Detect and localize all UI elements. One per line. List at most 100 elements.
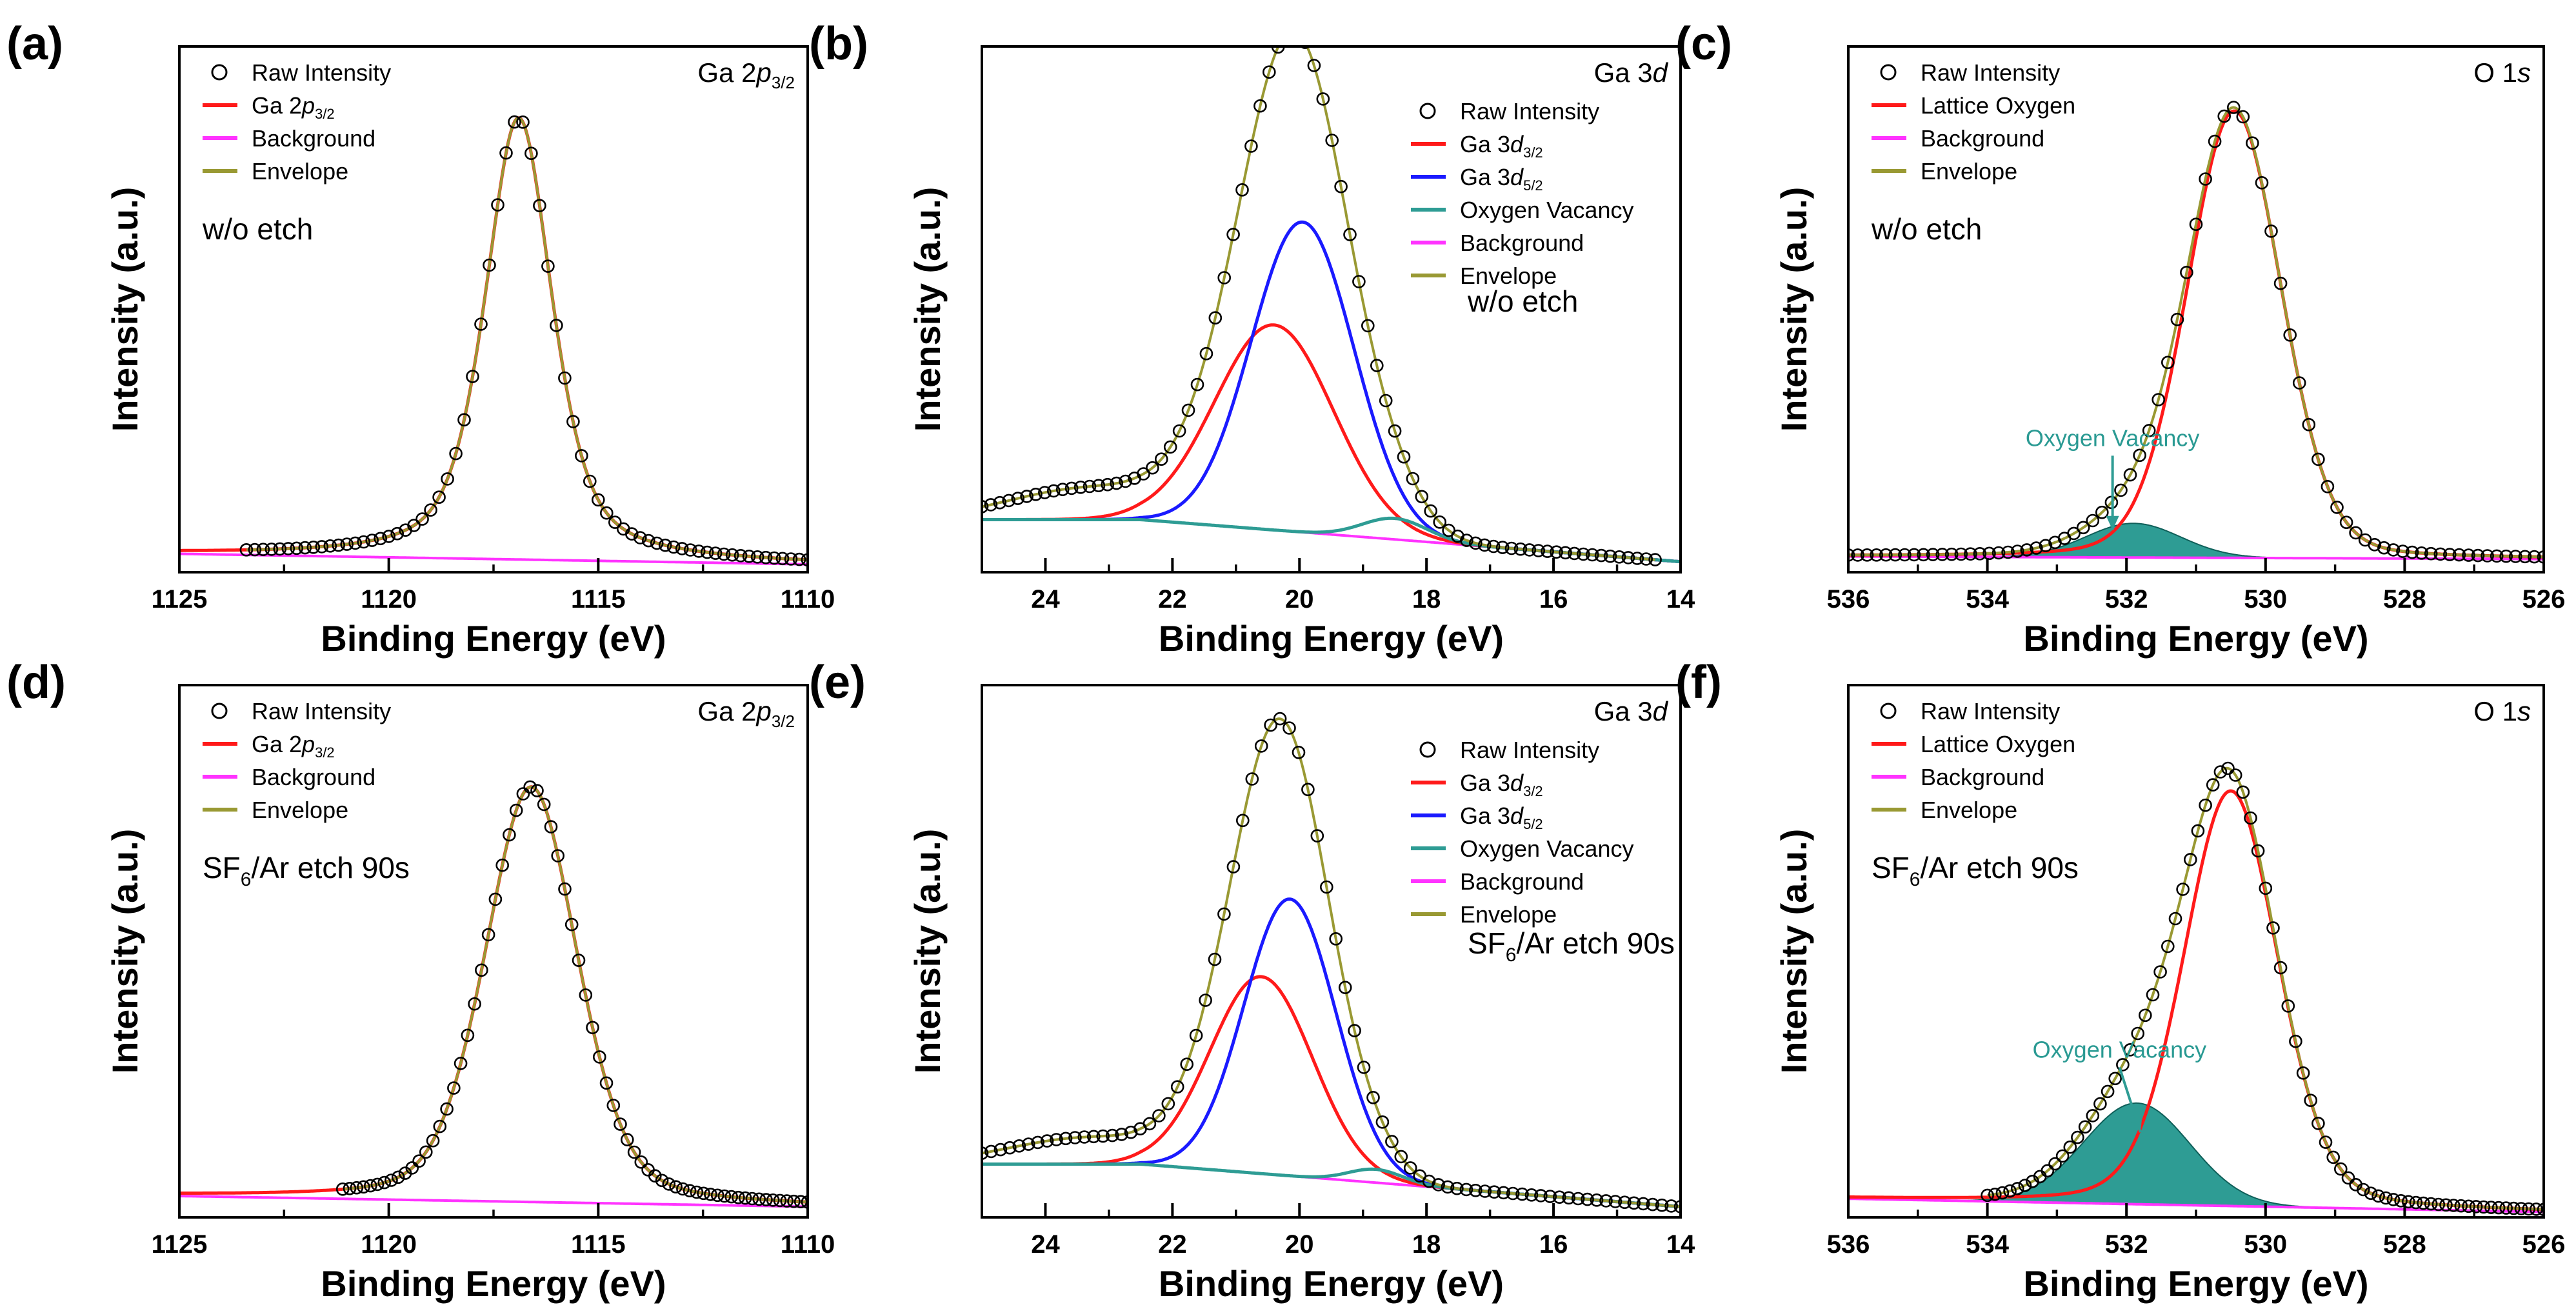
raw-intensity-point	[2490, 549, 2504, 563]
raw-intensity-point	[2055, 1149, 2070, 1163]
raw-intensity-point	[2446, 1199, 2461, 1212]
raw-intensity-point	[2208, 134, 2222, 148]
raw-intensity-point	[1562, 1191, 1575, 1205]
raw-intensity-point	[1011, 492, 1024, 505]
panel-b-condition-main: w/o etch	[1467, 284, 1578, 318]
raw-intensity-point	[566, 415, 580, 428]
panel-f-corner-main: O 1	[2473, 696, 2517, 726]
panel-f-condition-sub: 6	[1910, 869, 1921, 890]
raw-intensity-point	[2311, 1117, 2325, 1130]
raw-intensity-point	[1059, 1132, 1073, 1146]
raw-intensity-points	[982, 712, 1681, 1213]
raw-intensity-point	[1096, 1129, 1110, 1143]
raw-intensity-point	[2086, 514, 2100, 528]
raw-intensity-point	[1115, 1128, 1128, 1141]
raw-intensity-point	[1406, 472, 1420, 486]
raw-intensity-point	[1646, 1197, 1659, 1212]
legend-label: Background	[252, 125, 375, 152]
raw-intensity-point	[461, 1028, 475, 1043]
legend-label: Lattice Oxygen	[1921, 731, 2075, 757]
raw-intensity-point	[984, 498, 998, 512]
panel-d-tick-label: 1110	[781, 1230, 835, 1259]
panel-a-label: (a)	[6, 18, 63, 70]
raw-intensity-point	[1143, 1117, 1157, 1131]
raw-intensity-point	[572, 953, 586, 967]
raw-intensity-point	[2454, 1199, 2468, 1213]
raw-intensity-point	[2227, 101, 2241, 114]
legend-label-main: Raw Intensity	[1460, 737, 1599, 763]
panel-d-label: (d)	[6, 657, 66, 708]
raw-intensity-point	[1907, 548, 1921, 562]
component-peak-ga-3d3-2	[982, 975, 1681, 1208]
raw-intensity-point	[773, 1193, 787, 1208]
raw-intensity-point	[780, 1194, 794, 1208]
raw-intensity-point	[2180, 265, 2193, 279]
raw-intensity-point	[787, 1194, 801, 1208]
raw-intensity-point	[1226, 228, 1240, 241]
raw-intensity-point	[2071, 1130, 2084, 1144]
panel-e-tick-label: 24	[1031, 1230, 1060, 1259]
raw-intensity-point	[1618, 1195, 1632, 1209]
raw-intensity-point	[1664, 1199, 1678, 1213]
raw-intensity-point	[2152, 393, 2165, 406]
raw-intensity-point	[1235, 183, 1249, 197]
raw-intensity-point	[1515, 1187, 1529, 1201]
raw-intensity-point	[1442, 523, 1455, 537]
raw-intensity-point	[2123, 1043, 2137, 1057]
legend-label-main: Oxygen Vacancy	[1460, 835, 1633, 862]
legend-label: Raw Intensity	[252, 59, 391, 86]
panel-c-tick-label: 534	[1966, 585, 2009, 614]
raw-intensity-point	[2161, 355, 2175, 370]
raw-intensity-point	[2010, 1182, 2024, 1195]
raw-intensity-point	[2199, 172, 2212, 186]
raw-intensity-point	[710, 1188, 724, 1202]
raw-intensity-point	[2189, 217, 2203, 232]
raw-intensity-point	[1163, 440, 1177, 454]
raw-intensity-point	[1478, 1184, 1492, 1198]
raw-intensity-point	[2339, 515, 2353, 530]
panel-a-corner-title: Ga 2p3/2	[697, 57, 795, 92]
legend-label: Background	[1460, 230, 1584, 256]
raw-intensity-point	[1152, 1109, 1166, 1122]
raw-intensity-point	[447, 1081, 461, 1095]
panel-c: 536 534 532 530 528 526 Binding Energy (eV) Int…	[1675, 18, 2565, 659]
raw-intensity-point	[633, 531, 647, 544]
raw-intensity-point	[415, 512, 429, 526]
raw-intensity-point	[2341, 1171, 2355, 1185]
panel-d-corner-main: Ga 2	[697, 696, 756, 726]
raw-intensity-point	[692, 544, 706, 558]
raw-intensity-point	[608, 515, 622, 529]
raw-intensity-point	[2221, 761, 2235, 775]
raw-intensity-point	[524, 146, 538, 160]
raw-intensity-point	[2131, 1026, 2144, 1041]
raw-intensity-point	[1199, 993, 1212, 1007]
raw-intensity-point	[2273, 276, 2288, 290]
raw-intensity-points	[1848, 101, 2544, 564]
legend-entry: Background	[1411, 868, 1584, 895]
raw-intensity-point	[405, 1161, 419, 1175]
panel-c-tick-label: 532	[2105, 585, 2148, 614]
raw-intensity-point	[350, 1181, 364, 1195]
raw-intensity-point	[2116, 1058, 2130, 1072]
raw-intensity-point	[424, 503, 437, 517]
panel-b-tick-label: 22	[1158, 585, 1187, 614]
raw-intensity-point	[1460, 534, 1473, 547]
raw-intensity-point	[2431, 1197, 2446, 1212]
raw-intensity-point	[2001, 545, 2015, 559]
raw-intensity-point	[2528, 550, 2541, 564]
raw-intensity-point	[2415, 546, 2428, 560]
legend-label-main: Envelope	[1460, 901, 1557, 928]
legend-entry: Raw Intensity	[211, 59, 391, 86]
raw-intensity-point	[700, 545, 714, 559]
raw-intensity-point	[1639, 552, 1653, 566]
raw-intensity-point	[2283, 328, 2297, 342]
raw-intensity-point	[1870, 548, 1883, 562]
panel-a-tick-label: 1110	[781, 585, 835, 614]
raw-intensity-point	[1264, 718, 1277, 732]
panel-e-condition: SF6/Ar etch 90s	[1468, 926, 1675, 966]
raw-intensity-point	[1101, 477, 1115, 492]
raw-intensity-point	[533, 199, 546, 213]
raw-intensity-point	[1888, 548, 1902, 562]
raw-intensity-point	[2462, 548, 2475, 562]
legend-label: Oxygen Vacancy	[1460, 835, 1633, 862]
